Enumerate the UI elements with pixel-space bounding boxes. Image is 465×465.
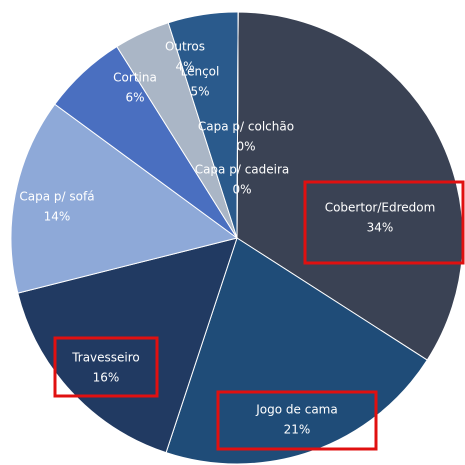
slice-label: Capa p/ colchão [198, 120, 294, 134]
value-label: 6% [125, 91, 144, 105]
value-label: 0% [236, 140, 255, 154]
value-label: 0% [232, 183, 251, 197]
slice [167, 11, 239, 239]
value-label: 4% [175, 60, 194, 74]
slice [236, 11, 464, 361]
slice-label: Capa p/ sofá [19, 190, 94, 204]
slice-label: Cobertor/Edredom [325, 201, 436, 215]
pie [10, 11, 464, 465]
highlight-box [53, 336, 159, 398]
slice [165, 237, 428, 465]
value-label: 21% [284, 423, 311, 437]
labels: Cobertor/Edredom 34% Jogo de cama 21% Traves… [19, 40, 435, 437]
slice-label: Capa p/ cadeira [195, 163, 290, 177]
value-label: 34% [367, 221, 394, 235]
slice-label: Jogo de cama [255, 403, 337, 417]
highlight-box [303, 180, 465, 265]
value-label: 5% [190, 85, 209, 99]
value-label: 16% [93, 371, 120, 385]
slice [17, 237, 238, 454]
slice-label: Cortina [113, 71, 157, 85]
slice [10, 103, 239, 294]
highlight-box [216, 390, 378, 451]
slice-label: Outros [165, 40, 205, 54]
value-label: 14% [44, 210, 71, 224]
slice-label: Travesseiro [71, 351, 140, 365]
slice-label: Lençol [181, 65, 220, 79]
